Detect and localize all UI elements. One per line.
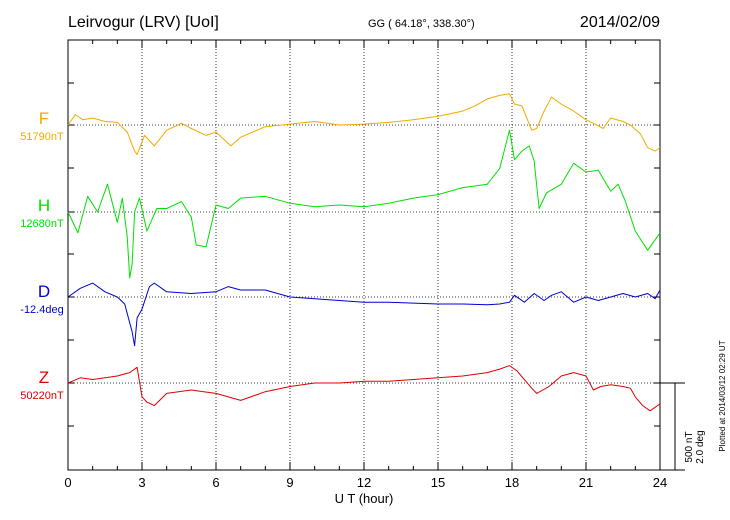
x-tick-label: 12 — [357, 475, 371, 490]
station-title: Leirvogur (LRV) [UoI] — [68, 14, 219, 31]
series-line-d — [67, 282, 661, 347]
scale-bar-nt: 500 nT — [684, 431, 695, 462]
component-baseline-z: 50220nT — [20, 390, 64, 402]
x-tick-label: 24 — [653, 475, 667, 490]
series-lines — [67, 93, 661, 412]
series-line-z — [67, 365, 661, 412]
plot-frame — [67, 39, 661, 471]
x-tick-label: 21 — [579, 475, 593, 490]
x-tick-label: 15 — [431, 475, 445, 490]
x-tick-label: 0 — [64, 475, 71, 490]
x-axis-label: U T (hour) — [335, 491, 394, 506]
component-name-h: H — [38, 196, 50, 215]
series-line-f — [67, 93, 661, 156]
plotted-timestamp: Plotted at 2014/03/12 02:29 UT — [718, 340, 727, 451]
x-tick-labels: 0 3 6 9 12 15 18 21 24 — [64, 475, 667, 490]
component-baseline-d: -12.4deg — [20, 304, 63, 316]
x-tick-label: 9 — [286, 475, 293, 490]
component-name-f: F — [39, 109, 49, 128]
component-name-z: Z — [39, 368, 49, 387]
plot-date: 2014/02/09 — [580, 14, 660, 31]
x-tick-label: 18 — [505, 475, 519, 490]
component-labels: F 51790nT H 12680nT D -12.4deg Z 50220nT — [20, 109, 64, 402]
axis-ticks — [67, 40, 661, 470]
x-tick-label: 3 — [138, 475, 145, 490]
component-baseline-f: 51790nT — [20, 131, 64, 143]
component-name-d: D — [38, 282, 50, 301]
x-tick-label: 6 — [212, 475, 219, 490]
grid — [68, 40, 660, 470]
series-line-h — [67, 129, 661, 279]
component-baseline-h: 12680nT — [20, 218, 64, 230]
scale-bar-deg: 2.0 deg — [695, 430, 706, 463]
scale-bar: 500 nT 2.0 deg — [660, 382, 706, 471]
station-coordinates: GG ( 64.18°, 338.30°) — [368, 18, 475, 30]
